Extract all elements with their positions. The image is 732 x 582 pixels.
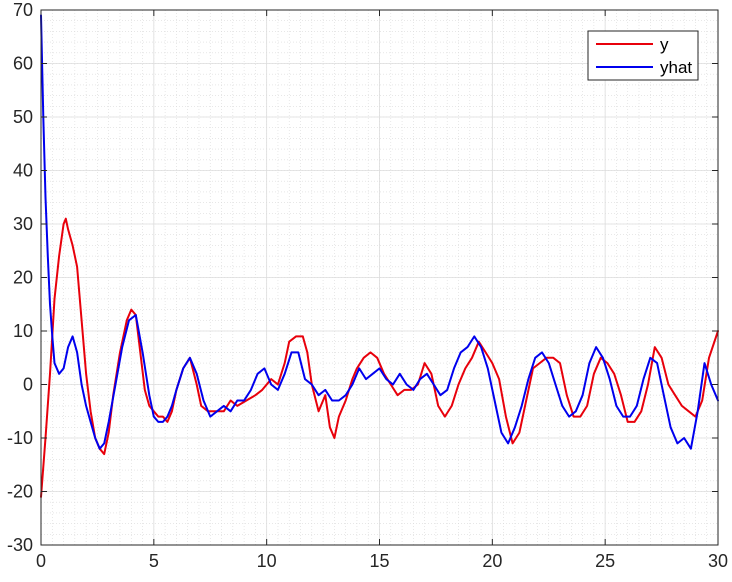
x-tick-label: 10: [257, 551, 277, 571]
x-tick-label: 30: [708, 551, 728, 571]
y-tick-label: 10: [13, 321, 33, 341]
ticks: 0 5 10 15 20 25 30 -30 -20 -10 0 10 20 30 40 50 60 70: [7, 0, 728, 571]
y-tick-label: 40: [13, 161, 33, 181]
x-tick-label: 20: [482, 551, 502, 571]
x-tick-label: 0: [36, 551, 46, 571]
y-tick-label: 60: [13, 54, 33, 74]
legend: y yhat: [587, 30, 699, 81]
series-line-yhat: [40, 14, 719, 450]
x-tick-label: 25: [595, 551, 615, 571]
legend-label-y: y: [660, 35, 669, 54]
y-tick-label: 30: [13, 214, 33, 234]
y-tick-label: -20: [7, 482, 33, 502]
y-tick-label: -10: [7, 428, 33, 448]
x-tick-label: 15: [369, 551, 389, 571]
y-tick-label: 70: [13, 0, 33, 20]
y-tick-label: 50: [13, 107, 33, 127]
legend-box: [587, 30, 699, 81]
series-line-y: [40, 217, 719, 498]
y-tick-label: 0: [23, 375, 33, 395]
y-tick-label: 20: [13, 268, 33, 288]
series-layer: [40, 14, 719, 498]
y-tick-label: -30: [7, 535, 33, 555]
legend-label-yhat: yhat: [660, 58, 692, 77]
x-tick-label: 5: [149, 551, 159, 571]
